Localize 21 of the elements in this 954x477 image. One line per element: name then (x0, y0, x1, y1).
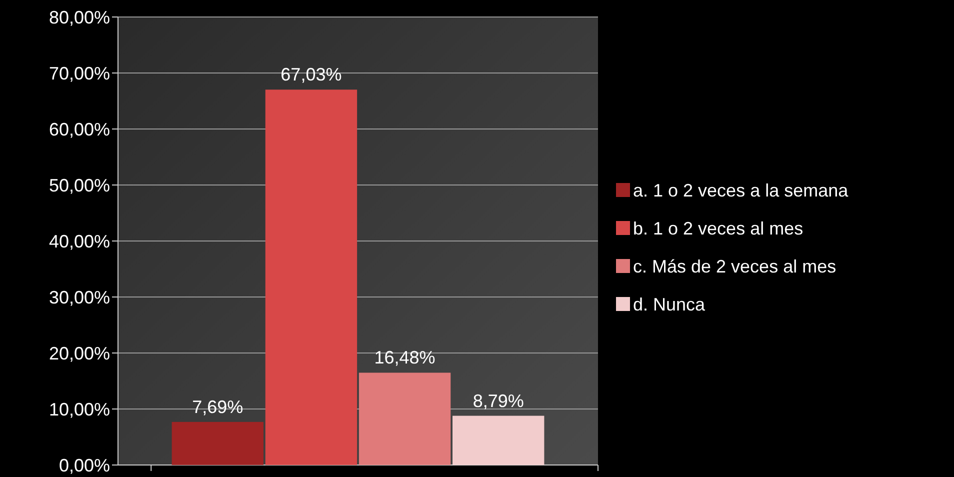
bar (452, 416, 544, 465)
text: 16,48% (374, 348, 436, 368)
y-tick-label: 0,00% (58, 455, 110, 476)
y-tick-label: 50,00% (48, 175, 110, 196)
y-tick-label: 70,00% (48, 63, 110, 84)
legend-label: b. 1 o 2 veces al mes (633, 218, 804, 238)
bar (265, 90, 358, 465)
legend-label: a. 1 o 2 veces a la semana (633, 180, 850, 200)
y-tick-label: 40,00% (48, 231, 110, 252)
bar (358, 372, 451, 465)
text: 8,79% (472, 390, 524, 411)
text: 7,69% (192, 396, 244, 417)
legend-label: d. Nunca (633, 294, 706, 314)
y-tick-label: 30,00% (48, 287, 110, 308)
bar (172, 422, 264, 465)
y-tick-label: 60,00% (48, 119, 110, 140)
text: 67,03% (280, 64, 342, 85)
y-tick-label: 80,00% (48, 7, 110, 28)
y-tick-label: 20,00% (48, 343, 110, 364)
y-tick-label: 10,00% (48, 399, 110, 420)
legend-label: c. Más de 2 veces al mes (633, 256, 836, 276)
